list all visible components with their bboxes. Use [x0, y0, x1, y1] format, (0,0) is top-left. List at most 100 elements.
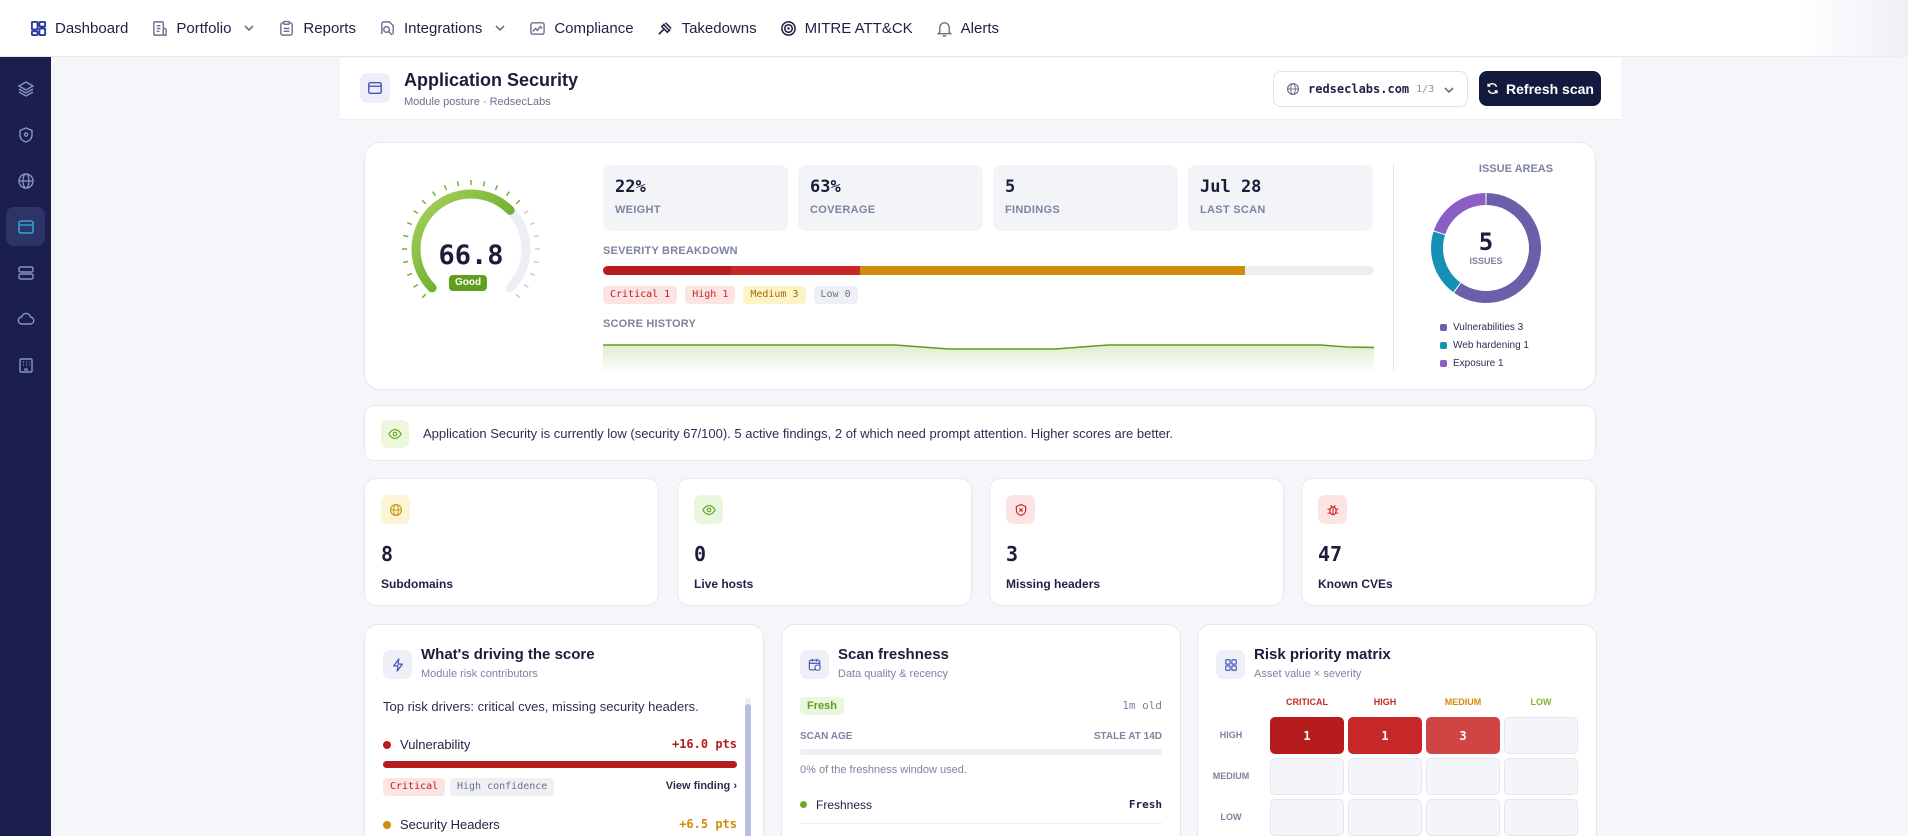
kpi-subdomains: 8 Subdomains: [364, 478, 659, 606]
legend-label: Exposure 1: [1453, 357, 1504, 369]
score-card: 66.8 Good 22% Weight 63% Coverage 5 Find…: [364, 142, 1596, 390]
nav-dashboard[interactable]: Dashboard: [30, 20, 128, 37]
gauge-tick: [443, 184, 448, 191]
bug-icon: [1318, 495, 1347, 524]
nav-integrations[interactable]: Integrations: [379, 20, 506, 37]
domain-selector[interactable]: redseclabs.com 1/3: [1273, 71, 1468, 107]
top-nav: Dashboard Portfolio Reports Integrations…: [0, 0, 1908, 57]
score-badge: Good: [448, 275, 488, 291]
app-window-icon: [17, 219, 34, 234]
nav-alerts[interactable]: Alerts: [936, 20, 999, 37]
scan-age-label: Scan age: [800, 731, 853, 742]
target-icon: [780, 20, 796, 36]
freshness-window-bar: [800, 749, 1162, 755]
building-icon: [18, 357, 33, 373]
summary-banner: Application Security is currently low (s…: [364, 405, 1596, 461]
kpi-missing-headers-label: Missing headers: [1006, 577, 1101, 591]
globe-icon: [381, 495, 410, 524]
gauge-tick: [533, 260, 539, 264]
nav-compliance[interactable]: Compliance: [529, 19, 634, 37]
gauge-tick: [413, 283, 419, 288]
stat-coverage-value: 63%: [810, 177, 841, 197]
sidebar-item-cloud[interactable]: [6, 299, 45, 338]
calendar-clock-icon: [800, 650, 829, 679]
nav-reports-label: Reports: [303, 19, 356, 37]
eye-icon: [381, 420, 409, 448]
matrix-cell[interactable]: [1504, 799, 1578, 836]
refresh-scan-button[interactable]: Refresh scan: [1479, 71, 1601, 106]
gauge-tick: [529, 221, 536, 226]
dashboard-icon: [30, 20, 47, 36]
gauge-tick: [403, 260, 409, 264]
legend-item: Web hardening 1: [1440, 336, 1529, 354]
nav-mitre-label: MITRE ATT&CK: [804, 19, 913, 37]
sidebar-item-appsec[interactable]: [6, 207, 45, 246]
freshness-window-text: 0% of the freshness window used.: [800, 764, 967, 776]
sidebar-item-shield[interactable]: [6, 115, 45, 154]
nav-portfolio[interactable]: Portfolio: [151, 20, 255, 37]
matrix-cell[interactable]: 1: [1270, 717, 1344, 754]
matrix-row-header: MEDIUM: [1212, 771, 1250, 781]
matrix-cell[interactable]: [1348, 799, 1422, 836]
score-history-sparkline: [603, 344, 1374, 373]
severity-segment-medium: [859, 266, 1246, 275]
matrix-cell[interactable]: [1426, 799, 1500, 836]
freshness-subtitle: Data quality & recency: [838, 668, 949, 680]
donut-slice: [1431, 231, 1461, 293]
sidebar-item-server[interactable]: [6, 253, 45, 292]
stat-weight-value: 22%: [615, 177, 646, 197]
drivers-scrollbar[interactable]: [745, 698, 751, 836]
matrix-cell[interactable]: 3: [1426, 717, 1500, 754]
legend-swatch: [1440, 323, 1447, 331]
sparkline-line: [603, 344, 1374, 350]
gauge-tick: [482, 181, 486, 187]
kpi-known-cves: 47 Known CVEs: [1301, 478, 1596, 606]
stat-coverage-label: Coverage: [810, 204, 876, 216]
nav-dashboard-label: Dashboard: [55, 19, 129, 37]
score-gauge: [402, 180, 540, 299]
matrix-cell[interactable]: [1504, 717, 1578, 754]
risk-matrix-grid: CRITICAL HIGH MEDIUM LOW HIGH 1 1 3 MEDIUM LOW: [1198, 625, 1598, 836]
freshness-card: Scan freshness Data quality & recency Fr…: [781, 624, 1181, 836]
gauge-tick: [494, 184, 499, 191]
matrix-col-header: LOW: [1530, 697, 1552, 707]
sidebar-item-globe[interactable]: [6, 161, 45, 200]
matrix-cell[interactable]: [1348, 758, 1422, 795]
donut-slice: [1433, 193, 1486, 235]
sidebar-item-layers[interactable]: [6, 69, 45, 108]
stat-last-scan: Jul 28 Last scan: [1188, 165, 1373, 231]
severity-pill-high: High 1: [685, 286, 736, 304]
nav-reports[interactable]: Reports: [278, 20, 356, 37]
legend-label: Vulnerabilities 3: [1453, 321, 1524, 333]
stat-last-scan-label: Last scan: [1200, 204, 1266, 216]
chevron-down-icon: [244, 25, 254, 32]
nav-mitre[interactable]: MITRE ATT&CK: [780, 20, 913, 37]
driver-bar-track: [383, 761, 737, 768]
freshness-row-value: Fresh: [1128, 798, 1162, 811]
gauge-tick: [523, 283, 529, 288]
matrix-cell[interactable]: 1: [1348, 717, 1422, 754]
nav-alerts-label: Alerts: [960, 19, 1000, 37]
severity-pill-medium: Medium 3: [743, 286, 806, 304]
drivers-title: What's driving the score: [421, 646, 595, 663]
driver-points: +16.0 pts: [671, 737, 737, 751]
view-finding-link[interactable]: View finding ›: [666, 780, 737, 792]
drivers-card: What's driving the score Module risk con…: [364, 624, 764, 836]
issue-areas-donut: [1431, 193, 1541, 303]
domain-value: redseclabs.com: [1308, 82, 1410, 96]
scrollbar-thumb[interactable]: [745, 704, 751, 836]
nav-takedowns-label: Takedowns: [681, 19, 757, 37]
severity-segment-high: [731, 266, 860, 275]
nav-takedowns[interactable]: Takedowns: [657, 20, 757, 37]
legend-label: Web hardening 1: [1453, 339, 1529, 351]
matrix-cell[interactable]: [1504, 758, 1578, 795]
matrix-cell[interactable]: [1270, 758, 1344, 795]
nav-compliance-label: Compliance: [554, 19, 634, 37]
kpi-missing-headers: 3 Missing headers: [989, 478, 1284, 606]
sidebar-item-building[interactable]: [6, 345, 45, 384]
chevron-down-icon: [495, 25, 505, 32]
matrix-cell[interactable]: [1270, 799, 1344, 836]
reports-icon: [280, 20, 294, 36]
stat-findings: 5 Findings: [993, 165, 1178, 231]
matrix-cell[interactable]: [1426, 758, 1500, 795]
